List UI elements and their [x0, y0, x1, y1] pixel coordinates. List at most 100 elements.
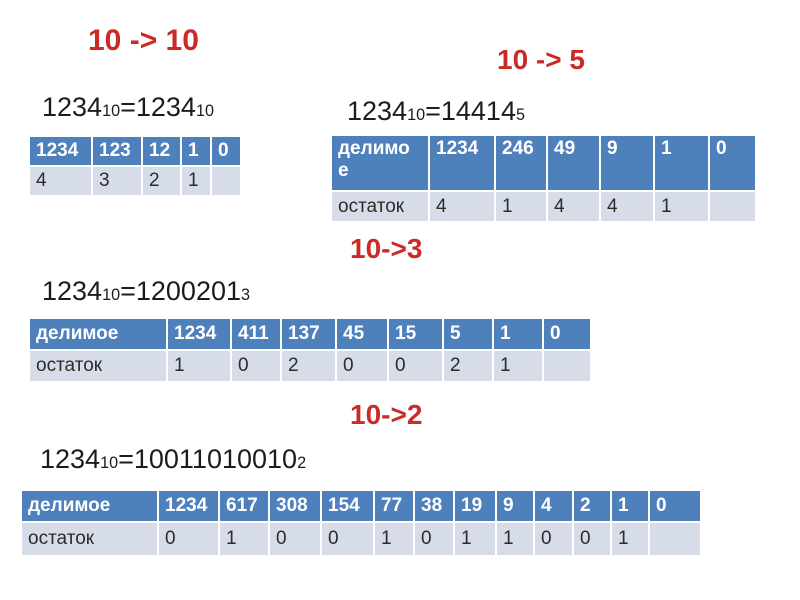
quotient-cell: 1: [653, 134, 710, 192]
result-number: 1234: [135, 92, 196, 122]
remainder-cell: 0: [157, 521, 220, 557]
quotient-cell: 4: [533, 489, 574, 523]
remainder-cell: 0: [413, 521, 455, 557]
result-subscript: 3: [241, 286, 251, 304]
remainder-label-cell: остаток: [330, 190, 430, 223]
quotient-cell: 1: [180, 135, 212, 167]
dividend-row: делимое 1234 411 137 45 15 5 1 0: [28, 317, 592, 351]
quotient-cell: 0: [648, 489, 702, 523]
quotient-cell: 15: [387, 317, 444, 351]
quotient-cell: 5: [442, 317, 494, 351]
base-subscript: 10: [100, 454, 119, 472]
remainder-cell: [542, 349, 592, 383]
equals-sign: =: [118, 444, 134, 474]
quotient-cell: 49: [546, 134, 601, 192]
equals-sign: =: [120, 92, 136, 122]
result-number: 10011010010: [133, 444, 298, 474]
equation-base10: 123410=123410: [42, 92, 214, 123]
remainder-row: остаток 0 1 0 0 1 0 1 1 0 0 1: [20, 521, 702, 557]
dividend-label-cell: делимое: [28, 317, 168, 351]
quotient-cell: 1: [610, 489, 650, 523]
remainder-row: остаток 1 0 2 0 0 2 1: [28, 349, 592, 383]
result-number: 1200201: [135, 276, 241, 306]
remainder-cell: 0: [572, 521, 612, 557]
quotient-cell: 38: [413, 489, 455, 523]
quotient-cell: 154: [320, 489, 375, 523]
remainder-cell: 1: [453, 521, 497, 557]
remainder-cell: 0: [230, 349, 282, 383]
quotient-cell: 1234: [428, 134, 496, 192]
remainder-cell: 1: [610, 521, 650, 557]
quotient-cell: 19: [453, 489, 497, 523]
quotient-cell: 9: [495, 489, 535, 523]
quotient-cell: 617: [218, 489, 270, 523]
equation-base3: 123410=12002013: [42, 276, 250, 307]
quotient-cell: 9: [599, 134, 655, 192]
conversion-table-base2: делимое 1234 617 308 154 77 38 19 9 4 2 1 0 остаток 0 1…: [20, 489, 702, 557]
remainder-cell: 4: [599, 190, 655, 223]
quotient-cell: 1234: [28, 135, 93, 167]
base-subscript: 10: [102, 102, 121, 120]
base-number: 1234: [42, 92, 103, 122]
remainder-cell: 1: [495, 521, 535, 557]
remainder-cell: 0: [387, 349, 444, 383]
dividend-row: делимое 1234 246 49 9 1 0: [330, 134, 757, 192]
conversion-table-base3: делимое 1234 411 137 45 15 5 1 0 остаток 1 0 2 0 0 2 1: [28, 317, 592, 383]
quotient-cell: 411: [230, 317, 282, 351]
remainder-label-cell: остаток: [28, 349, 168, 383]
base-number: 1234: [42, 276, 103, 306]
result-subscript: 10: [195, 102, 214, 120]
remainder-label-cell: остаток: [20, 521, 159, 557]
remainder-cell: 3: [91, 165, 143, 197]
remainder-cell: 2: [141, 165, 182, 197]
equation-base2: 123410=100110100102: [40, 444, 306, 475]
dividend-label-cell: делимое: [330, 134, 430, 192]
remainder-cell: 4: [428, 190, 496, 223]
quotient-cell: 123: [91, 135, 143, 167]
quotient-cell: 246: [494, 134, 548, 192]
remainder-cell: 0: [533, 521, 574, 557]
quotient-cell: 1: [492, 317, 544, 351]
quotient-cell: 2: [572, 489, 612, 523]
heading-base10: 10 -> 10: [88, 24, 199, 57]
equals-sign: =: [425, 96, 441, 126]
remainder-cell: 4: [546, 190, 601, 223]
quotient-cell: 308: [268, 489, 322, 523]
result-subscript: 5: [515, 106, 525, 124]
quotient-cell: 1234: [157, 489, 220, 523]
remainder-cell: [708, 190, 757, 223]
quotient-cell: 0: [542, 317, 592, 351]
remainder-cell: 1: [180, 165, 212, 197]
heading-base2: 10->2: [350, 399, 423, 430]
conversion-table-base5: делимое 1234 246 49 9 1 0 остаток 4 1 4 4 1: [330, 134, 757, 223]
quotient-cell: 77: [373, 489, 415, 523]
dividend-label-cell: делимое: [20, 489, 159, 523]
equation-base5: 123410=144145: [347, 96, 525, 127]
remainder-cell: 1: [492, 349, 544, 383]
remainder-cell: 4: [28, 165, 93, 197]
quotient-cell: 0: [708, 134, 757, 192]
remainder-cell: 2: [442, 349, 494, 383]
conversion-table-base10: 1234 123 12 1 0 4 3 2 1: [28, 135, 242, 197]
base-number: 1234: [40, 444, 101, 474]
remainder-cell: 0: [320, 521, 375, 557]
quotient-cell: 45: [335, 317, 389, 351]
remainder-cell: 0: [268, 521, 322, 557]
quotient-cell: 1234: [166, 317, 232, 351]
quotient-cell: 137: [280, 317, 337, 351]
remainder-cell: 1: [653, 190, 710, 223]
result-number: 14414: [440, 96, 516, 126]
quotient-cell: 0: [210, 135, 242, 167]
remainder-cell: 2: [280, 349, 337, 383]
result-subscript: 2: [297, 454, 307, 472]
remainder-cell: [210, 165, 242, 197]
remainder-cell: 1: [166, 349, 232, 383]
dividend-row: делимое 1234 617 308 154 77 38 19 9 4 2 1 0: [20, 489, 702, 523]
remainder-cell: 0: [335, 349, 389, 383]
dividend-row: 1234 123 12 1 0: [28, 135, 242, 167]
base-subscript: 10: [407, 106, 426, 124]
base-subscript: 10: [102, 286, 121, 304]
remainder-row: остаток 4 1 4 4 1: [330, 190, 757, 223]
